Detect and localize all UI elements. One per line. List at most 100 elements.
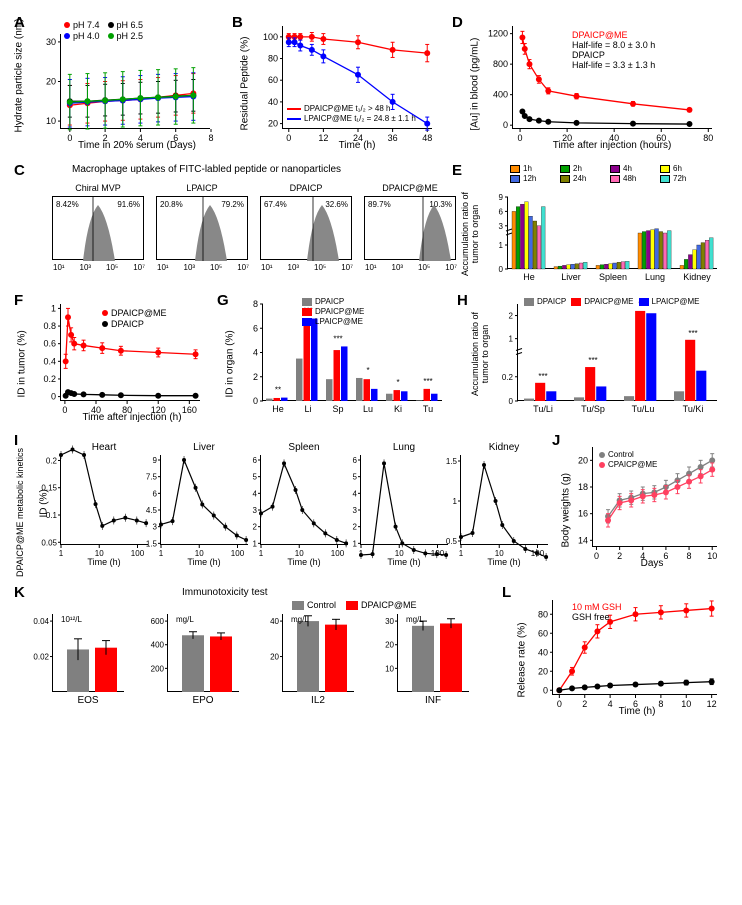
legF1: DPAICP [111,319,144,329]
svg-text:*: * [366,366,369,375]
svg-text:2: 2 [353,523,358,532]
xlabel-A: Time in 20% serum (Days) [72,140,202,151]
ylabel-A: Hydrate particle size (nm) [14,23,25,133]
legD0s: Half-life = 8.0 ± 3.0 h [572,40,655,50]
svg-text:1: 1 [159,549,164,558]
svg-text:100: 100 [263,32,278,42]
svg-text:Li: Li [304,404,311,414]
svg-text:***: *** [588,356,597,365]
svg-text:1.5: 1.5 [146,539,158,548]
chart-H: 1200.2Tu/Li***Tu/Sp***Tu/Lu***Tu/Ki*** [517,304,717,401]
legJ0: Control [608,450,634,459]
svg-text:10¹²/L: 10¹²/L [61,615,82,624]
svg-text:1: 1 [353,539,358,548]
legA2: pH 4.0 [73,31,100,41]
svg-text:0.02: 0.02 [33,653,49,662]
label-E: E [452,162,462,179]
svg-text:Sp: Sp [332,404,343,414]
legend-K: Control DPAICP@ME [292,600,417,611]
label-G: G [217,292,229,309]
legH1: DPAICP@ME [584,297,633,306]
svg-text:***: *** [688,329,697,338]
svg-text:6: 6 [253,323,258,333]
svg-text:3: 3 [353,506,358,515]
svg-text:He: He [523,272,535,282]
svg-text:10: 10 [46,116,56,126]
svg-text:Kidney: Kidney [683,272,711,282]
ylabel-F: ID in tumor (%) [17,308,28,398]
svg-text:10: 10 [495,549,504,558]
svg-text:Tu/Ki: Tu/Ki [683,404,704,414]
svg-text:100: 100 [331,549,345,558]
label-J: J [552,432,560,449]
legD1: DPAICP [572,50,605,60]
svg-text:80: 80 [268,54,278,64]
svg-text:3: 3 [253,506,258,515]
svg-text:3: 3 [499,222,504,231]
legend-J: Control CPAICP@ME [599,450,657,470]
svg-text:0: 0 [503,120,508,130]
legF0: DPAICP@ME [111,308,166,318]
svg-text:0: 0 [499,265,504,274]
svg-text:20: 20 [270,653,279,662]
ylabel-J: Body weights (g) [561,448,572,548]
svg-text:6: 6 [253,456,258,465]
svg-text:4.5: 4.5 [146,506,158,515]
ylabel-B: Residual Peptide (%) [240,21,251,131]
legend-H: DPAICP DPAICP@ME LPAICP@ME [524,297,724,307]
svg-text:Tu/Sp: Tu/Sp [581,404,605,414]
svg-text:***: *** [333,334,342,343]
legD1s: Half-life = 3.3 ± 1.3 h [572,60,655,70]
svg-text:40: 40 [268,97,278,107]
svg-text:0.4: 0.4 [43,356,56,366]
svg-text:Lu: Lu [363,404,373,414]
svg-text:400: 400 [493,90,508,100]
svg-text:1.5: 1.5 [446,457,458,466]
svg-text:4: 4 [253,348,258,358]
svg-text:0: 0 [594,551,599,561]
ylabel-D: [Au] in blood (pg/mL) [470,21,481,131]
svg-text:10: 10 [681,699,691,709]
svg-text:Liver: Liver [561,272,581,282]
svg-text:800: 800 [493,59,508,69]
svg-text:20: 20 [538,666,548,676]
svg-text:8: 8 [253,299,258,309]
legend-L: 10 mM GSH GSH free [572,602,622,622]
svg-text:0: 0 [543,685,548,695]
xlabel-F: Time after injection (h) [57,412,207,423]
xlabel-L: Time (h) [597,706,677,717]
svg-text:6: 6 [499,207,504,216]
svg-text:14: 14 [578,535,588,545]
svg-text:1: 1 [459,549,464,558]
svg-text:0.5: 0.5 [446,537,458,546]
svg-text:20: 20 [46,77,56,87]
label-D: D [452,14,463,31]
ylabel-G: ID in organ (%) [225,308,236,398]
svg-text:20: 20 [385,641,394,650]
label-C: C [14,162,25,179]
svg-text:1: 1 [259,549,264,558]
svg-text:mg/L: mg/L [406,615,424,624]
svg-text:0: 0 [509,397,514,406]
legK1: DPAICP@ME [361,600,416,610]
svg-text:30: 30 [385,617,394,626]
legD0: DPAICP@ME [572,30,627,40]
svg-text:1: 1 [59,549,64,558]
svg-text:10: 10 [295,549,304,558]
svg-text:5: 5 [353,473,358,482]
legH0: DPAICP [537,297,566,306]
svg-text:2: 2 [253,372,258,382]
svg-text:4: 4 [253,489,258,498]
svg-text:10: 10 [395,549,404,558]
svg-text:0: 0 [286,133,291,143]
legJ1: CPAICP@ME [608,460,657,469]
svg-text:0: 0 [557,699,562,709]
legL1: GSH free [572,612,610,622]
svg-text:80: 80 [703,133,713,143]
legend-D: DPAICP@ME Half-life = 8.0 ± 3.0 h DPAICP… [572,30,655,70]
svg-text:100: 100 [131,549,145,558]
svg-text:48: 48 [422,133,432,143]
svg-text:12: 12 [707,699,717,709]
ylabel-H: Accumulation ratio oftumor to organ [470,304,490,404]
svg-text:400: 400 [151,641,165,650]
